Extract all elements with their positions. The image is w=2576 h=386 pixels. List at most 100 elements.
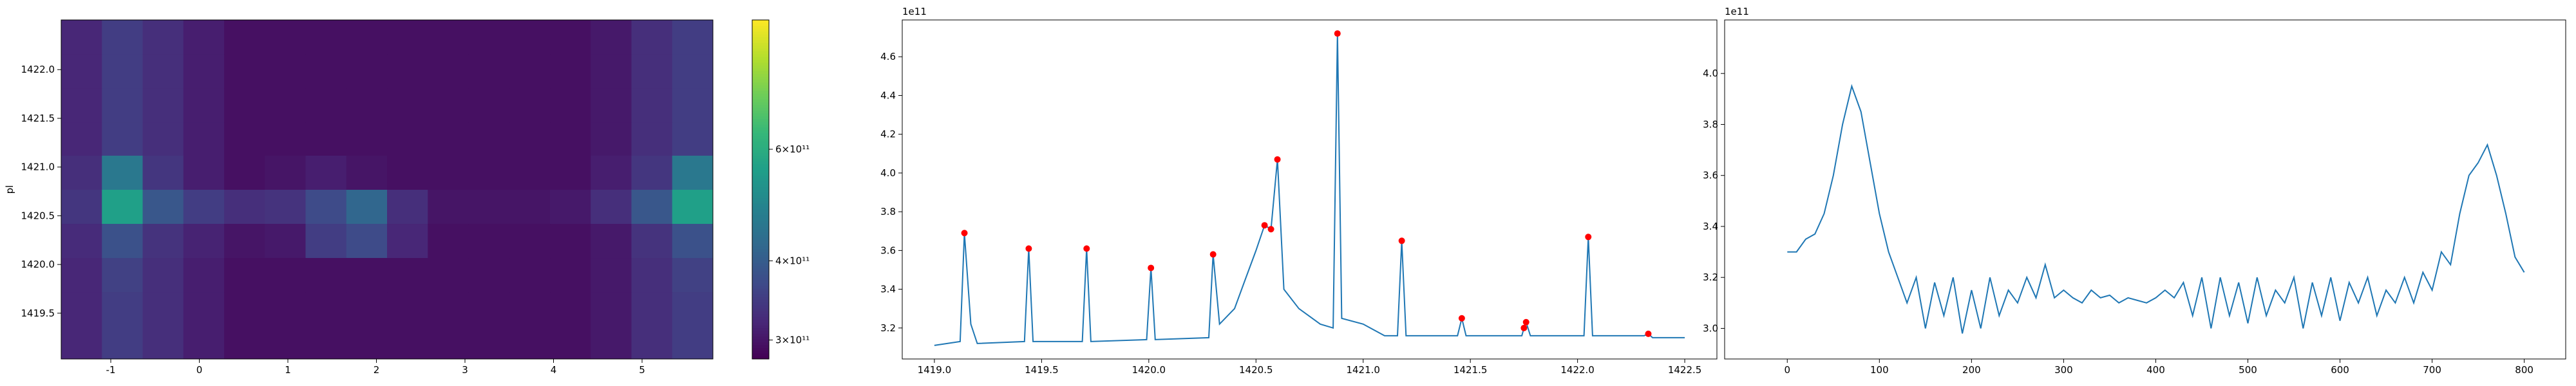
colorbar-slice xyxy=(752,37,769,41)
colorbar-slice xyxy=(752,308,769,311)
heatmap-cell xyxy=(428,189,469,225)
heatmap-cell xyxy=(591,324,632,360)
heatmap-cell xyxy=(672,54,714,89)
colorbar-slice xyxy=(752,122,769,125)
colorbar-slice xyxy=(752,57,769,60)
colorbar-slice xyxy=(752,299,769,303)
y-axis-label: pl xyxy=(4,185,15,194)
colorbar-slice xyxy=(752,322,769,326)
heatmap-cell xyxy=(550,223,591,259)
heatmap-cell xyxy=(265,88,306,123)
heatmap-cell xyxy=(61,324,102,360)
peak-marker xyxy=(1267,226,1274,233)
colorbar-slice xyxy=(752,350,769,354)
colorbar-slice xyxy=(752,353,769,357)
heatmap-cell xyxy=(183,122,225,156)
peak-marker xyxy=(1274,156,1281,163)
colorbar-slice xyxy=(752,87,769,91)
x-tick-label: 700 xyxy=(2423,364,2441,376)
colorbar-slice xyxy=(752,347,769,351)
heatmap-cell xyxy=(265,122,306,156)
colorbar-slice xyxy=(752,195,769,199)
heatmap-cell xyxy=(346,88,388,123)
colorbar-slice xyxy=(752,228,769,232)
colorbar-slice xyxy=(752,291,769,295)
colorbar-slice xyxy=(752,161,769,165)
heatmap-cell xyxy=(142,54,184,89)
colorbar-slice xyxy=(752,147,769,151)
heatmap-cell xyxy=(428,257,469,293)
heatmap-cell xyxy=(387,88,428,123)
heatmap-cell xyxy=(631,122,673,156)
x-tick-label: 500 xyxy=(2239,364,2257,376)
colorbar-slice xyxy=(752,68,769,71)
colorbar-slice xyxy=(752,209,769,213)
heatmap-cell xyxy=(61,20,102,55)
colorbar-slice xyxy=(752,345,769,348)
heatmap-cell xyxy=(102,223,143,259)
y-tick-label: 1420.5 xyxy=(21,210,55,221)
colorbar-slice xyxy=(752,248,769,252)
axes-frame xyxy=(902,19,1718,360)
heatmap-cell xyxy=(183,324,225,360)
colorbar-slice xyxy=(752,342,769,345)
colorbar-slice xyxy=(752,282,769,286)
heatmap-cell xyxy=(346,223,388,259)
heatmap-cell xyxy=(224,257,265,293)
colorbar-slice xyxy=(752,85,769,88)
x-tick-label: 2 xyxy=(374,364,380,376)
peak-marker xyxy=(1645,330,1652,337)
heatmap-cell xyxy=(631,189,673,225)
heatmap-cell xyxy=(631,324,673,360)
colorbar-slice xyxy=(752,107,769,111)
y-tick-label: 4.0 xyxy=(1703,68,1718,79)
peak-marker xyxy=(1585,234,1592,241)
colorbar-slice xyxy=(752,232,769,235)
x-tick-label: 1422.0 xyxy=(1560,364,1595,376)
heatmap-cell xyxy=(102,122,143,156)
heatmap-cell xyxy=(265,324,306,360)
heatmap-cell xyxy=(550,20,591,55)
heatmap-cell xyxy=(61,291,102,326)
colorbar-slice xyxy=(752,257,769,261)
axes-frame xyxy=(61,19,714,360)
colorbar-slice xyxy=(752,192,769,196)
y-tick-label: 1419.5 xyxy=(21,308,55,319)
x-tick-label: 1422.5 xyxy=(1668,364,1702,376)
heatmap-cell xyxy=(550,88,591,123)
y-tick-label: 3.8 xyxy=(880,206,896,217)
heatmap-cell xyxy=(591,155,632,190)
heatmap-cell xyxy=(509,88,551,123)
heatmap-cell xyxy=(509,54,551,89)
colorbar-slice xyxy=(752,175,769,179)
colorbar-slice xyxy=(752,90,769,94)
y-tick-label: 1420.0 xyxy=(21,259,55,270)
colorbar-slice xyxy=(752,73,769,77)
heatmap-cell xyxy=(672,122,714,156)
x-tick-label: 1420.0 xyxy=(1132,364,1166,376)
y-tick-label: 3.2 xyxy=(880,322,896,334)
colorbar-slice xyxy=(752,152,769,156)
colorbar-slice xyxy=(752,42,769,46)
colorbar-slice xyxy=(752,33,769,37)
heatmap-cell xyxy=(61,88,102,123)
heatmap-cell xyxy=(305,54,347,89)
heatmap-cell xyxy=(631,88,673,123)
colorbar-slice xyxy=(752,133,769,136)
peak-marker xyxy=(1148,264,1155,271)
peak-marker xyxy=(1522,318,1530,326)
colorbar-slice xyxy=(752,223,769,227)
heatmap-cell xyxy=(428,291,469,326)
colorbar-slice xyxy=(752,98,769,102)
heatmap-cell xyxy=(61,155,102,190)
heatmap-cell xyxy=(102,324,143,360)
heatmap-cell xyxy=(468,155,510,190)
peak-marker xyxy=(1261,222,1268,229)
colorbar-slice xyxy=(752,76,769,80)
heatmap-cell xyxy=(468,291,510,326)
x-tick-label: 1421.0 xyxy=(1346,364,1380,376)
heatmap-cell xyxy=(468,20,510,55)
heatmap-cell xyxy=(672,257,714,293)
colorbar-slice xyxy=(752,187,769,190)
colorbar-slice xyxy=(752,336,769,340)
